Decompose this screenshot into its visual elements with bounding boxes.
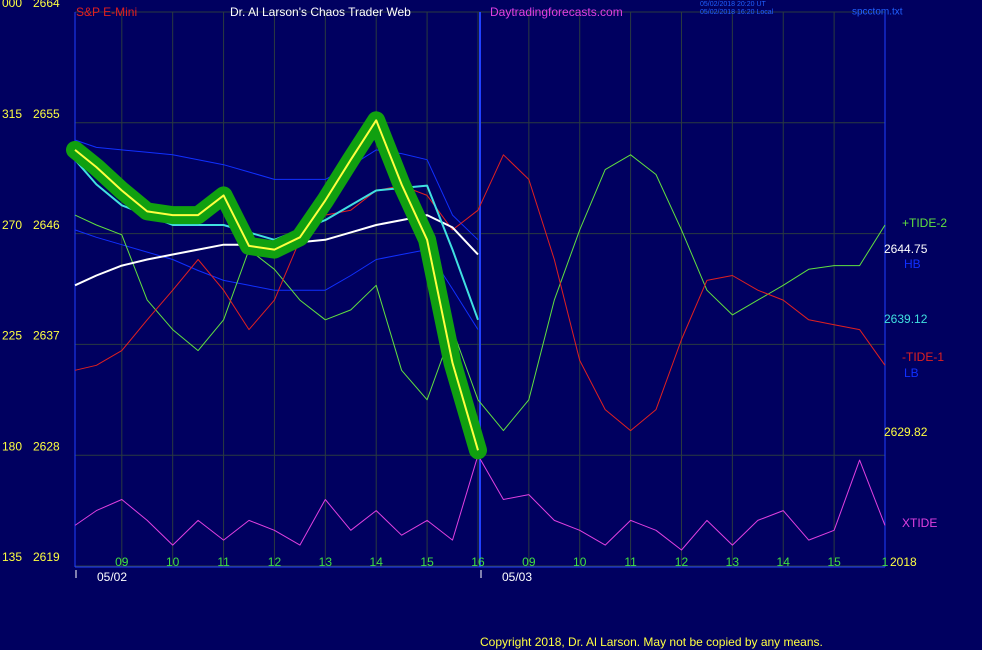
series-line (74, 229, 479, 330)
x-tick-label: 14 (370, 555, 384, 569)
y-tick-label: 2664 (33, 0, 60, 10)
y-tick-label: 2619 (33, 550, 60, 564)
legend-label: XTIDE (902, 516, 937, 530)
legend-label: LB (904, 366, 919, 380)
site: Daytradingforecasts.com (490, 5, 623, 19)
series-line (74, 154, 886, 432)
y-tick-label: 2646 (33, 218, 60, 232)
legend-label: +TIDE-2 (902, 216, 947, 230)
x-tick-label: 13 (319, 555, 333, 569)
series-line (74, 119, 479, 451)
x-tick-label: 12 (268, 555, 282, 569)
price-label: 2629.82 (884, 425, 928, 439)
price-label: 2644.75 (884, 242, 928, 256)
angle-label: 270 (2, 218, 22, 232)
x-tick-label: 15 (420, 555, 434, 569)
file-name: spcctom.txt (852, 7, 903, 18)
x-tick-label: 13 (726, 555, 740, 569)
y-tick-label: 2655 (33, 107, 60, 121)
x-tick-label: 09 (522, 555, 536, 569)
x-tick-label: 1 (882, 555, 889, 569)
timestamp: 05/02/2018 16:20 Local (700, 9, 774, 16)
chart-title: Dr. Al Larson's Chaos Trader Web (230, 5, 411, 19)
x-tick-label: 10 (573, 555, 587, 569)
series-line (74, 139, 479, 241)
angle-label: 135 (2, 550, 22, 564)
y-tick-label: 2628 (33, 439, 60, 453)
date-label: 05/03 (502, 570, 532, 584)
x-tick-label: 11 (624, 555, 637, 569)
x-tick-label: 16 (471, 555, 485, 569)
price-label: 2639.12 (884, 312, 928, 326)
timestamp: 05/02/2018 20:20 UT (700, 1, 766, 8)
symbol: S&P E-Mini (76, 5, 137, 19)
year-label: 2018 (890, 555, 917, 569)
x-tick-label: 12 (675, 555, 689, 569)
angle-label: 315 (2, 107, 22, 121)
x-tick-label: 15 (827, 555, 841, 569)
legend-label: -TIDE-1 (902, 350, 944, 364)
copyright: Copyright 2018, Dr. Al Larson. May not b… (480, 635, 823, 649)
angle-label: 225 (2, 329, 22, 343)
series-line (74, 154, 886, 432)
angle-label: 000 (2, 0, 22, 10)
x-tick-label: 09 (115, 555, 129, 569)
x-tick-label: 11 (217, 555, 230, 569)
x-tick-label: 14 (777, 555, 791, 569)
date-label: 05/02 (97, 570, 127, 584)
y-tick-label: 2637 (33, 329, 60, 343)
series-group (66, 111, 886, 551)
legend-label: HB (904, 257, 921, 271)
x-tick-label: 10 (166, 555, 180, 569)
angle-label: 180 (2, 439, 22, 453)
